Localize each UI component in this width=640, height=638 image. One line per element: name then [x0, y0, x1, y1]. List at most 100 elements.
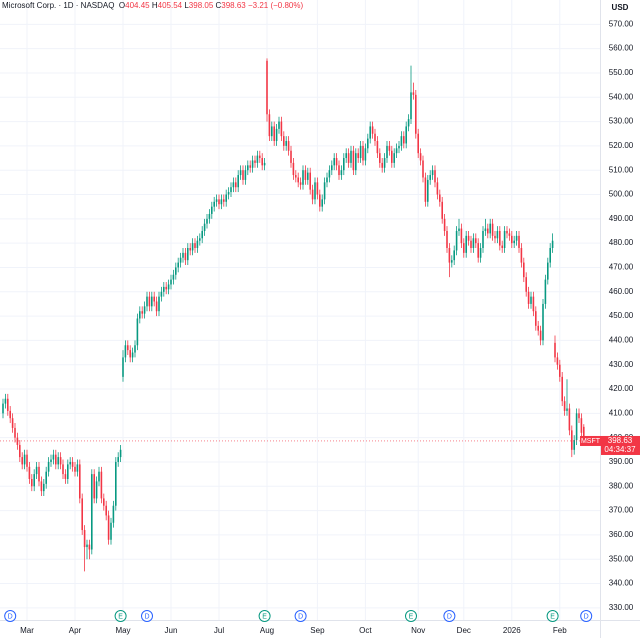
ohlc-value: 404.45 — [125, 1, 150, 10]
y-tick-label: 350.00 — [609, 554, 634, 563]
candle-body — [271, 126, 273, 137]
candle-body — [59, 457, 62, 465]
candle-body — [415, 94, 417, 134]
candle-body — [263, 162, 266, 166]
candle-body — [489, 223, 491, 234]
candle-body — [470, 240, 472, 248]
candle-body — [76, 464, 79, 472]
candle-body — [131, 352, 134, 358]
event-marker — [4, 610, 17, 622]
candle-body — [23, 454, 26, 465]
candle-body — [280, 121, 283, 137]
event-label: E — [409, 613, 414, 620]
candle-body — [316, 182, 319, 195]
candle-body — [295, 175, 297, 178]
candle-body — [110, 522, 112, 540]
candle-body — [117, 457, 119, 462]
candle-body — [91, 474, 93, 550]
event-label: E — [262, 613, 267, 620]
candle-body — [187, 248, 189, 261]
candle-body — [383, 158, 386, 168]
candle-body — [391, 150, 393, 163]
grid — [0, 0, 600, 620]
event-label: D — [447, 613, 452, 620]
candle-body — [220, 199, 223, 205]
candle-body — [393, 153, 395, 163]
y-tick-label: 560.00 — [609, 44, 634, 53]
candle-body — [467, 235, 470, 241]
candle-body — [410, 92, 412, 120]
candle-body — [487, 228, 489, 234]
candle-body — [499, 230, 501, 246]
candle-body — [26, 454, 28, 467]
candle-body — [479, 248, 482, 258]
countdown: 04:34:37 — [604, 445, 636, 454]
y-tick-label: 340.00 — [609, 579, 634, 588]
ohlc-key: H — [151, 1, 158, 10]
candle-body — [472, 238, 475, 248]
candle-body — [518, 235, 520, 248]
candle-body — [203, 223, 206, 231]
candle-body — [139, 311, 141, 319]
candle-body — [583, 426, 585, 441]
candle-body — [326, 177, 328, 183]
candle-body — [177, 262, 179, 268]
candle-body — [2, 403, 4, 414]
candle-body — [247, 165, 249, 171]
y-tick-label: 440.00 — [609, 336, 634, 345]
x-tick-label: Nov — [411, 626, 425, 635]
candle-body — [357, 153, 359, 159]
candle-body — [304, 170, 307, 180]
candle-body — [350, 150, 352, 163]
candle-body — [338, 165, 340, 176]
candle-body — [542, 303, 544, 341]
candle-body — [544, 279, 547, 304]
candle-body — [64, 474, 67, 479]
candle-body — [331, 165, 333, 171]
candle-body — [55, 454, 57, 465]
candle-body — [515, 235, 518, 241]
price-label: 398.63 — [608, 436, 633, 445]
candle-body — [232, 182, 235, 188]
candle-body — [290, 150, 292, 163]
ohlc-value: 398.63 — [221, 1, 246, 10]
candle-body — [511, 235, 513, 244]
candle-body — [398, 145, 400, 149]
candle-body — [103, 498, 105, 506]
candle-body — [208, 213, 211, 219]
candle-body — [333, 158, 335, 166]
event-label: D — [584, 613, 589, 620]
y-tick-label: 480.00 — [609, 238, 634, 247]
candle-body — [513, 240, 515, 244]
candle-body — [376, 141, 379, 154]
x-tick-label: Sep — [310, 626, 325, 635]
candle-body — [40, 481, 43, 492]
candle-body — [165, 286, 167, 290]
candle-body — [100, 471, 103, 499]
candle-body — [506, 230, 508, 234]
header: Microsoft Corp. · 1D · NASDAQ O404.45 H4… — [2, 0, 303, 12]
candles — [2, 58, 585, 572]
candle-body — [371, 126, 374, 134]
candle-body — [259, 155, 261, 159]
candle-body — [119, 449, 122, 458]
y-tick-label: 520.00 — [609, 141, 634, 150]
candle-body — [261, 158, 263, 166]
candle-body — [407, 119, 410, 127]
candle-body — [367, 138, 369, 149]
candle-body — [369, 126, 371, 139]
candle-body — [81, 498, 83, 531]
candle-body — [347, 153, 350, 163]
candle-body — [441, 201, 443, 219]
candle-body — [170, 279, 172, 285]
candle-body — [501, 245, 503, 248]
candle-body — [127, 345, 129, 351]
candle-body — [62, 464, 64, 475]
event-marker — [405, 610, 417, 622]
event-label: D — [144, 613, 149, 620]
candle-body — [287, 141, 290, 151]
candle-body — [340, 170, 343, 176]
candle-body — [561, 376, 563, 402]
candle-body — [160, 291, 163, 297]
event-marker — [546, 610, 559, 622]
